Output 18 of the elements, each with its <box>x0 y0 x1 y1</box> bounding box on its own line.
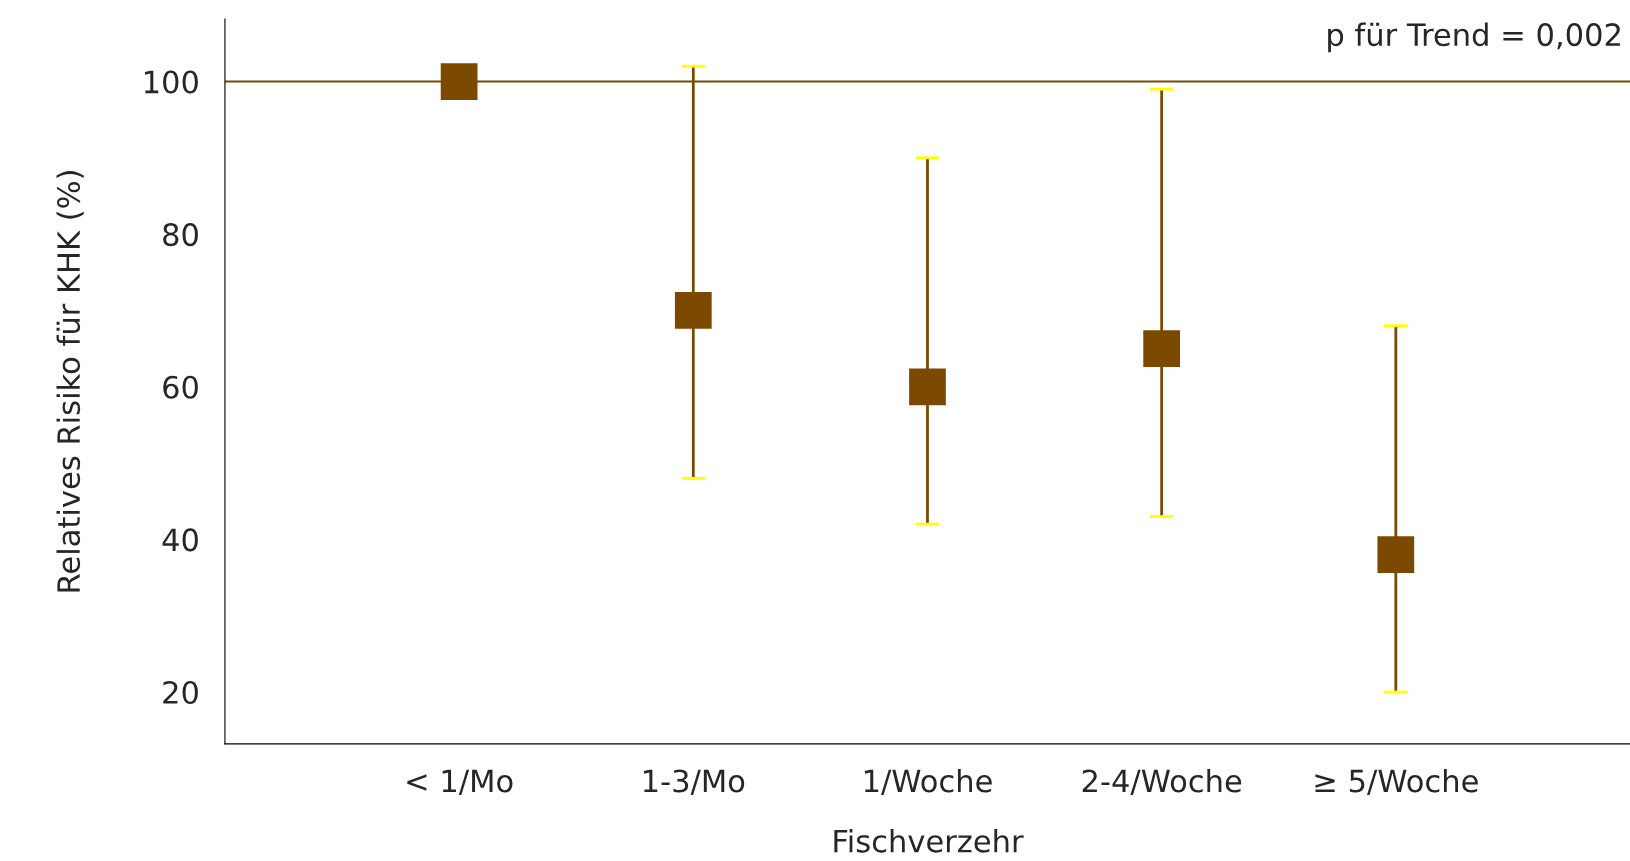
x-tick-label: 1-3/Mo <box>644 769 745 795</box>
point <box>1143 330 1181 367</box>
y-axis-title: Relatives Risiko für KHK (%) <box>56 171 84 592</box>
x-tick-label: 2-4/Woche <box>1082 768 1242 795</box>
y-tick-label: 20 <box>163 680 198 705</box>
x-tick-label: < 1/Mo <box>407 769 513 795</box>
annotation: p für Trend = 0,002 <box>1328 22 1620 53</box>
y-tick-label: 80 <box>163 223 198 247</box>
y-tick-label: 100 <box>144 70 198 94</box>
x-tick-label: 1/Woche <box>864 768 992 795</box>
x-axis-title: Fischverzehr <box>834 829 1024 853</box>
point <box>674 292 712 329</box>
point <box>909 368 946 406</box>
x-tick-label: ≥ 5/Woche <box>1315 768 1478 795</box>
point <box>440 63 478 100</box>
y-tick-label: 60 <box>163 375 198 399</box>
point <box>1377 536 1415 574</box>
y-tick-label: 40 <box>162 528 198 552</box>
